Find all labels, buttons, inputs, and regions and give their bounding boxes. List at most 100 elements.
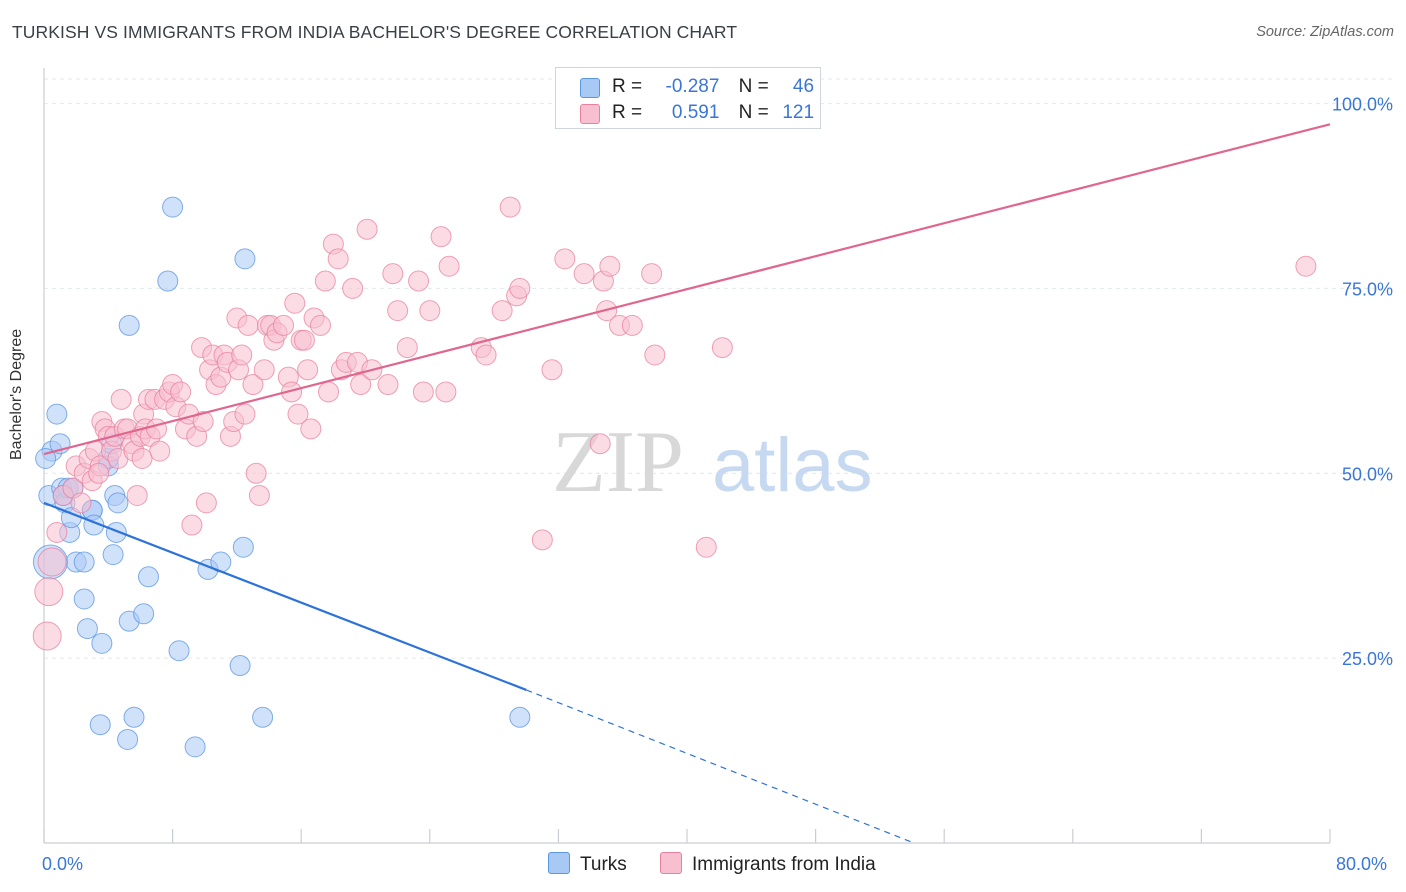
- data-point: [192, 411, 214, 433]
- data-point: [314, 270, 336, 292]
- data-point: [234, 248, 256, 270]
- y-tick-labels: 25.0% 50.0% 75.0% 100.0%: [1332, 95, 1393, 670]
- data-point: [284, 292, 306, 314]
- bottom-legend-swatch-turks: [548, 852, 570, 874]
- trend-line-0: [43, 501, 527, 691]
- data-point: [229, 655, 251, 677]
- watermark-zip: ZIP: [552, 414, 684, 511]
- data-point: [146, 418, 168, 440]
- source-label: Source: ZipAtlas.com: [1256, 24, 1394, 40]
- data-point: [73, 588, 95, 610]
- correlation-legend: R = -0.287 N = 46 R = 0.591 N = 121: [555, 67, 821, 129]
- data-point: [157, 270, 179, 292]
- data-point: [297, 359, 319, 381]
- data-point: [248, 484, 270, 506]
- data-point: [599, 255, 621, 277]
- data-point: [293, 329, 315, 351]
- data-point: [499, 196, 521, 218]
- y-tick-label: 25.0%: [1342, 649, 1393, 669]
- data-point: [123, 706, 145, 728]
- data-point: [46, 403, 68, 425]
- data-point: [184, 736, 206, 758]
- data-point: [356, 218, 378, 240]
- data-point: [419, 300, 441, 322]
- data-point: [327, 248, 349, 270]
- data-point: [396, 337, 418, 359]
- data-point: [541, 359, 563, 381]
- data-point: [181, 514, 203, 536]
- legend-r-label: R =: [612, 76, 643, 97]
- data-point: [342, 277, 364, 299]
- data-point: [1295, 255, 1317, 277]
- data-point: [589, 433, 611, 455]
- data-point: [170, 381, 192, 403]
- data-point: [377, 374, 399, 396]
- data-point: [88, 462, 110, 484]
- data-point: [350, 374, 372, 396]
- data-point: [412, 381, 434, 403]
- x-tick-max: 80.0%: [1336, 854, 1388, 874]
- data-point: [273, 314, 295, 336]
- bottom-legend-turks: Turks: [548, 852, 627, 876]
- watermark: ZIP atlas: [552, 414, 873, 511]
- series-0: [32, 196, 531, 758]
- data-point: [644, 344, 666, 366]
- x-tick-min: 0.0%: [42, 854, 84, 874]
- legend-n-value: 46: [792, 76, 815, 97]
- data-point: [70, 492, 92, 514]
- data-point: [234, 403, 256, 425]
- legend-r-label: R =: [612, 102, 643, 123]
- data-point: [34, 577, 64, 607]
- trend-line-extension-0: [526, 689, 913, 843]
- data-point: [430, 226, 452, 248]
- data-point: [281, 381, 303, 403]
- legend-r-value: 0.591: [671, 102, 720, 123]
- data-point: [126, 484, 148, 506]
- trend-layer: [43, 123, 1331, 843]
- data-point: [641, 263, 663, 285]
- data-point: [102, 544, 124, 566]
- data-point: [318, 381, 340, 403]
- data-point: [408, 270, 430, 292]
- data-point: [387, 300, 409, 322]
- y-tick-label: 100.0%: [1332, 95, 1393, 115]
- data-point: [531, 529, 553, 551]
- data-point: [231, 344, 253, 366]
- bottom-legend-label-india: Immigrants from India: [692, 854, 876, 875]
- data-point: [105, 521, 127, 543]
- data-point: [711, 337, 733, 359]
- axes: [43, 68, 1331, 844]
- data-point: [435, 381, 457, 403]
- data-point: [287, 403, 309, 425]
- legend-swatch-india: [580, 104, 600, 124]
- data-point: [76, 618, 98, 640]
- data-point: [110, 388, 132, 410]
- data-point: [300, 418, 322, 440]
- data-point: [554, 248, 576, 270]
- y-axis-label: Bachelor's Degree: [8, 328, 25, 460]
- data-point: [91, 632, 113, 654]
- data-point: [107, 492, 129, 514]
- data-point: [491, 300, 513, 322]
- data-point: [252, 706, 274, 728]
- data-point: [309, 314, 331, 336]
- data-point: [195, 492, 217, 514]
- legend-n-label: N =: [738, 76, 769, 97]
- data-point: [237, 314, 259, 336]
- legend-n-value: 121: [782, 102, 815, 123]
- data-point: [475, 344, 497, 366]
- y-tick-label: 50.0%: [1342, 464, 1393, 484]
- data-point: [131, 448, 153, 469]
- data-point: [509, 277, 531, 299]
- data-point: [253, 359, 275, 381]
- data-point: [118, 314, 140, 336]
- data-point: [137, 566, 159, 588]
- data-point: [232, 536, 254, 558]
- data-point: [168, 640, 190, 662]
- data-point: [37, 547, 67, 577]
- watermark-atlas: atlas: [712, 423, 873, 508]
- data-point: [382, 263, 404, 285]
- data-point: [573, 263, 595, 285]
- data-point: [32, 621, 62, 651]
